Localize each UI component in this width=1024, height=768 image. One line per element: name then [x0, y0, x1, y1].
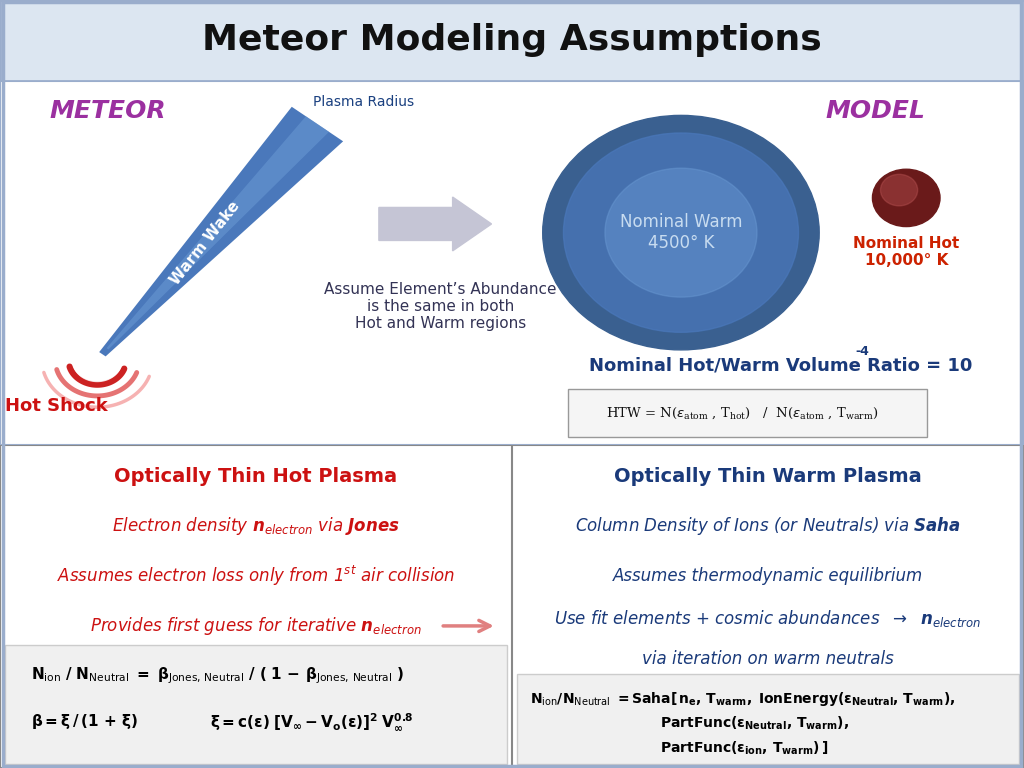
Bar — [5, 645, 507, 764]
Text: $\mathbf{N}_{\mathregular{ion}}\mathbf{/N}_{\mathregular{Neutral}}$ $\mathbf{= S: $\mathbf{N}_{\mathregular{ion}}\mathbf{/… — [530, 690, 956, 708]
Bar — [517, 674, 1019, 764]
Circle shape — [881, 174, 918, 206]
Text: $\mathbf{PartFunc(\varepsilon_{ion},\,T_{warm})\,]}$: $\mathbf{PartFunc(\varepsilon_{ion},\,T_… — [660, 740, 828, 756]
Text: via iteration on warm neutrals: via iteration on warm neutrals — [642, 650, 894, 668]
Text: Use fit elements + cosmic abundances  $\rightarrow$  $\boldsymbol{n}_{\mathregul: Use fit elements + cosmic abundances $\r… — [554, 607, 982, 629]
Text: HTW = N($\varepsilon$$_{\mathregular{atom}}$ , T$_{\mathregular{hot}}$)   /  N($: HTW = N($\varepsilon$$_{\mathregular{ato… — [606, 406, 879, 421]
Text: $\mathbf{PartFunc(\varepsilon_{Neutral},\,T_{warm}),}$: $\mathbf{PartFunc(\varepsilon_{Neutral},… — [660, 715, 849, 732]
Text: MODEL: MODEL — [825, 99, 926, 123]
Text: Plasma Radius: Plasma Radius — [313, 95, 414, 109]
FancyArrow shape — [379, 197, 492, 251]
Circle shape — [543, 115, 819, 350]
Circle shape — [563, 133, 799, 333]
Text: $\mathbf{\beta = \xi\,/\,(1\,+\,\xi)}$: $\mathbf{\beta = \xi\,/\,(1\,+\,\xi)}$ — [31, 713, 138, 731]
Polygon shape — [106, 116, 329, 349]
Text: Warm Wake: Warm Wake — [167, 199, 243, 288]
Bar — [568, 389, 927, 437]
Circle shape — [872, 169, 940, 227]
Text: Nominal Hot
10,000° K: Nominal Hot 10,000° K — [853, 236, 959, 268]
Text: Nominal Hot/Warm Volume Ratio = 10: Nominal Hot/Warm Volume Ratio = 10 — [589, 356, 972, 375]
Text: Assume Element’s Abundance
is the same in both
Hot and Warm regions: Assume Element’s Abundance is the same i… — [324, 282, 557, 331]
Text: Provides first guess for iterative $\boldsymbol{n}$$_{\mathregular{electron}}$: Provides first guess for iterative $\bol… — [90, 615, 422, 637]
Text: $\mathbf{\xi = c(\varepsilon)\;[V_\infty - V_o(\varepsilon)]^2\;V_\infty^{0.8}}$: $\mathbf{\xi = c(\varepsilon)\;[V_\infty… — [210, 711, 414, 733]
Text: Optically Thin Hot Plasma: Optically Thin Hot Plasma — [115, 467, 397, 485]
Text: Assumes thermodynamic equilibrium: Assumes thermodynamic equilibrium — [613, 567, 923, 585]
Circle shape — [605, 168, 757, 297]
Text: Assumes electron loss only from 1$^{\mathregular{st}}$ air collision: Assumes electron loss only from 1$^{\mat… — [56, 564, 456, 588]
Text: Optically Thin Warm Plasma: Optically Thin Warm Plasma — [614, 467, 922, 485]
Polygon shape — [99, 107, 343, 356]
Text: $\mathbf{N}_{\mathregular{ion}}$ $\mathbf{/}$ $\mathbf{N}_{\mathregular{Neutral}: $\mathbf{N}_{\mathregular{ion}}$ $\mathb… — [31, 666, 404, 686]
Text: Meteor Modeling Assumptions: Meteor Modeling Assumptions — [202, 23, 822, 58]
Text: Nominal Warm
4500° K: Nominal Warm 4500° K — [620, 214, 742, 252]
Text: Electron density $\boldsymbol{n}$$_{\mathregular{electron}}$ via $\boldsymbol{Jo: Electron density $\boldsymbol{n}$$_{\mat… — [113, 515, 399, 537]
Text: Hot Shock: Hot Shock — [5, 397, 108, 415]
Text: METEOR: METEOR — [49, 99, 166, 123]
Text: -4: -4 — [856, 345, 869, 358]
Text: Column Density of Ions (or Neutrals) via $\boldsymbol{Saha}$: Column Density of Ions (or Neutrals) via… — [575, 515, 961, 537]
